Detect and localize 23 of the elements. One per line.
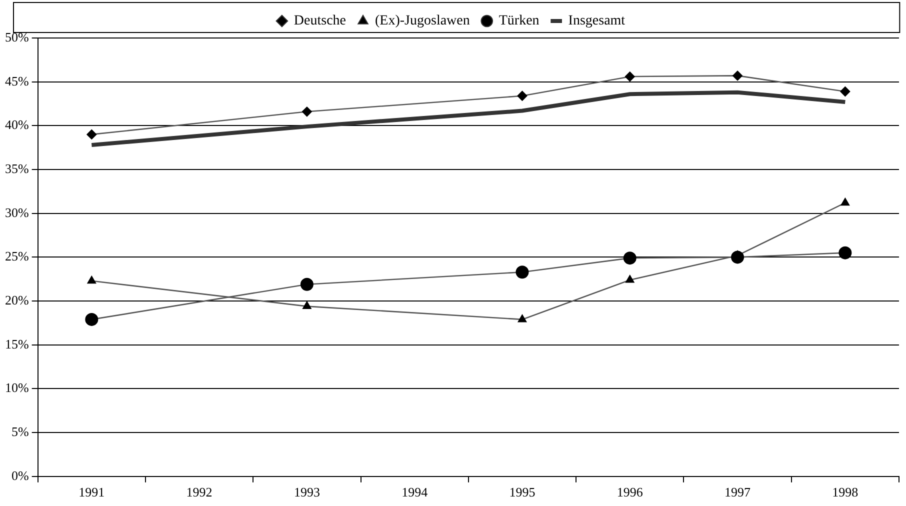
y-tick-label: 30% (4, 204, 29, 220)
y-tick-label: 15% (4, 336, 29, 352)
legend-label: (Ex)-Jugoslawen (375, 14, 470, 29)
x-tick-label: 1994 (402, 484, 428, 500)
x-tick-label: 1995 (509, 484, 536, 500)
legend-label: Deutsche (294, 14, 346, 29)
x-tick-label: 1992 (186, 484, 212, 500)
y-tick-label: 20% (4, 292, 29, 308)
x-tick-label: 1996 (616, 484, 644, 500)
legend-label: Türken (498, 14, 540, 29)
y-tick-label: 50% (4, 29, 29, 44)
y-tick-label: 45% (4, 73, 29, 88)
x-tick-label: 1991 (78, 484, 105, 500)
x-tick-label: 1998 (832, 484, 858, 500)
y-tick-label: 35% (4, 160, 29, 176)
y-tick-label: 25% (4, 248, 29, 264)
x-tick-label: 1997 (724, 484, 752, 500)
y-tick-label: 0% (11, 468, 29, 483)
x-tick-label: 1993 (294, 484, 320, 500)
legend-label: Insgesamt (568, 14, 626, 29)
y-tick-label: 40% (4, 117, 29, 132)
y-tick-label: 5% (11, 424, 29, 439)
y-tick-label: 10% (4, 380, 29, 396)
